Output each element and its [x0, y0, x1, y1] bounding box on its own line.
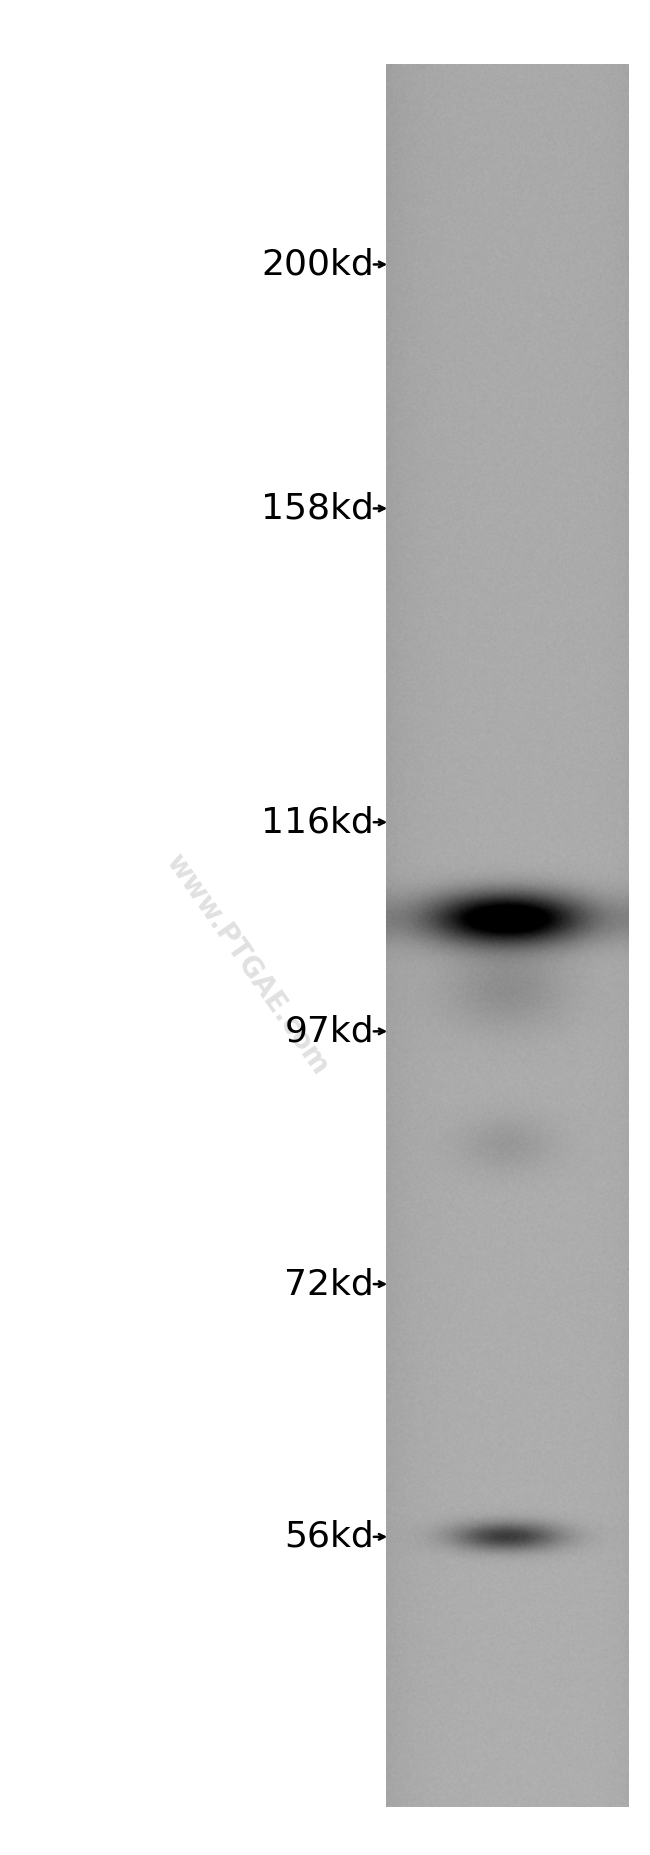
Text: 72kd: 72kd — [284, 1267, 374, 1300]
Text: www.PTGAE.com: www.PTGAE.com — [160, 850, 334, 1080]
Text: 56kd: 56kd — [284, 1519, 374, 1554]
Text: 158kd: 158kd — [261, 492, 374, 525]
Text: 116kd: 116kd — [261, 805, 374, 838]
Text: 97kd: 97kd — [285, 1015, 374, 1048]
Text: 200kd: 200kd — [261, 247, 374, 282]
